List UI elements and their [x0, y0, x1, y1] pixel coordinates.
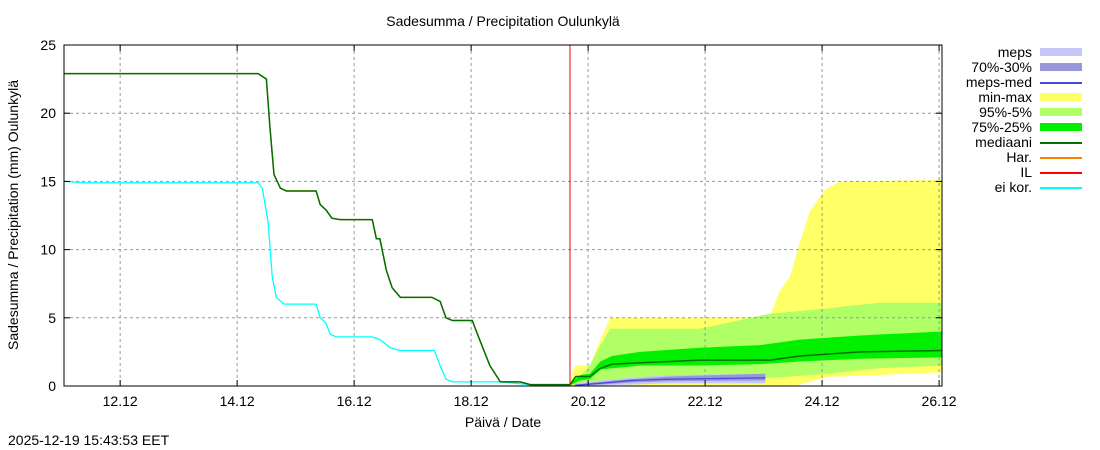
grid-lines — [64, 45, 942, 386]
legend-label: ei kor. — [995, 179, 1032, 195]
x-tick-label: 18.12 — [454, 393, 489, 409]
x-tick-label: 22.12 — [688, 393, 723, 409]
legend-label: IL — [1020, 164, 1032, 180]
legend-label: meps — [998, 44, 1032, 60]
legend-label: 95%-5% — [979, 104, 1032, 120]
legend-label: meps-med — [966, 74, 1032, 90]
timestamp: 2025-12-19 15:43:53 EET — [8, 432, 170, 448]
x-tick-label: 24.12 — [805, 393, 840, 409]
legend-label: min-max — [978, 89, 1032, 105]
legend-swatch — [1040, 63, 1082, 71]
series-mediaani — [64, 72, 943, 386]
legend-swatch — [1040, 108, 1082, 116]
y-tick-label: 25 — [40, 37, 56, 53]
legend-label: Har. — [1006, 149, 1032, 165]
series-har- — [64, 72, 570, 386]
x-tick-label: 20.12 — [571, 393, 606, 409]
axis-ticks: 0 5 10 15 20 25 12.12 14.12 16.12 18.12 20.12 22.12… — [40, 37, 956, 409]
forecast-bands — [569, 180, 942, 386]
band-75-25- — [569, 331, 942, 386]
y-tick-label: 0 — [48, 378, 56, 394]
x-tick-label: 12.12 — [103, 393, 138, 409]
y-tick-label: 5 — [48, 310, 56, 326]
y-tick-label: 20 — [40, 105, 56, 121]
series-lines — [63, 45, 943, 386]
chart-title: Sadesumma / Precipitation Oulunkylä — [386, 13, 620, 29]
x-axis-label: Päivä / Date — [465, 414, 541, 430]
x-tick-label: 26.12 — [922, 393, 957, 409]
y-axis-label: Sadesumma / Precipitation (mm) Oulunkylä — [5, 80, 21, 350]
legend-label: 70%-30% — [971, 59, 1032, 75]
plot-frame — [63, 44, 943, 387]
legend: meps70%-30%meps-medmin-max95%-5%75%-25%m… — [966, 44, 1082, 195]
legend-swatch — [1040, 123, 1082, 131]
x-tick-label: 16.12 — [337, 393, 372, 409]
x-tick-label: 14.12 — [220, 393, 255, 409]
legend-swatch — [1040, 48, 1082, 56]
y-tick-label: 10 — [40, 242, 56, 258]
legend-swatch — [1040, 93, 1082, 101]
y-tick-label: 15 — [40, 173, 56, 189]
legend-label: 75%-25% — [971, 119, 1032, 135]
series-ei-kor- — [63, 180, 570, 386]
legend-label: mediaani — [975, 134, 1032, 150]
series-meps-med — [575, 377, 766, 386]
